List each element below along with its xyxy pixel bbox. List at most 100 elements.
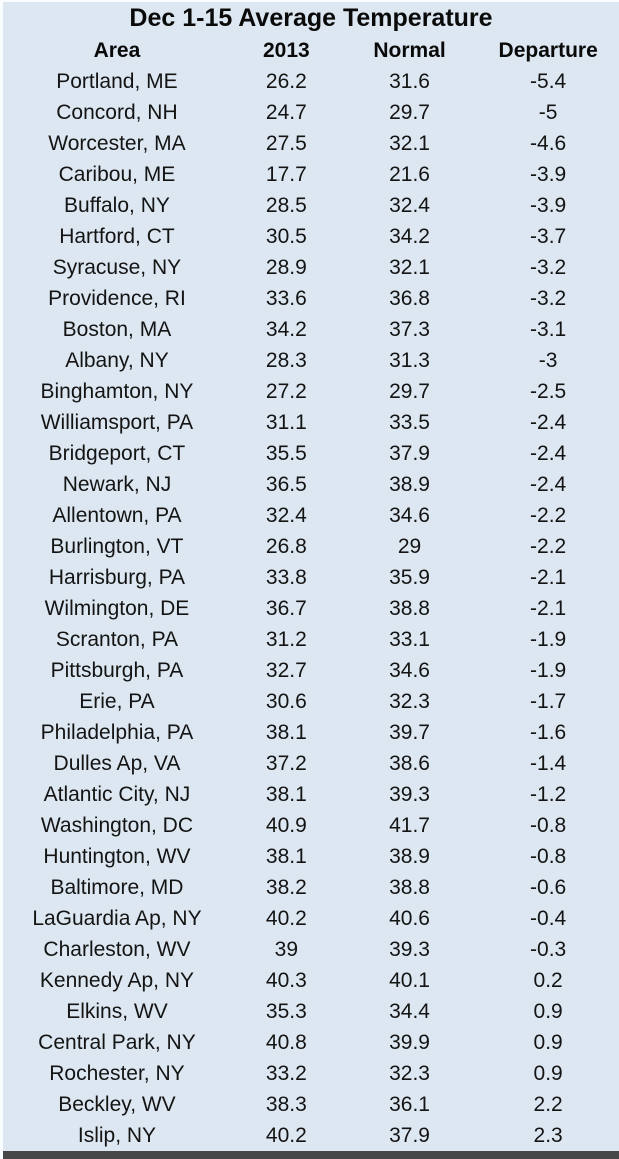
area-cell: Albany, NY bbox=[65, 348, 169, 372]
table-row: Philadelphia, PA 38.1 39.7 -1.6 bbox=[3, 717, 619, 748]
normal-cell: 38.6 bbox=[389, 751, 430, 775]
table-row: Burlington, VT 26.8 29 -2.2 bbox=[3, 531, 619, 562]
table-row: Hartford, CT 30.5 34.2 -3.7 bbox=[3, 221, 619, 252]
departure-cell: -2.2 bbox=[530, 534, 567, 558]
area-cell: Beckley, WV bbox=[58, 1092, 176, 1116]
area-cell: Elkins, WV bbox=[66, 999, 168, 1023]
departure-cell: -5 bbox=[538, 100, 558, 124]
table-row: Portland, ME 26.2 31.6 -5.4 bbox=[3, 66, 619, 97]
table-row: Albany, NY 28.3 31.3 -3 bbox=[3, 345, 619, 376]
table-row: Washington, DC 40.9 41.7 -0.8 bbox=[3, 810, 619, 841]
area-cell: Central Park, NY bbox=[38, 1030, 196, 1054]
normal-cell: 34.4 bbox=[389, 999, 430, 1023]
departure-cell: 0.9 bbox=[533, 999, 563, 1023]
temperature-data-table: Area 2013 Normal Departure Portland, ME 2… bbox=[3, 35, 619, 1151]
area-cell: Kennedy Ap, NY bbox=[39, 968, 194, 992]
departure-cell: -1.9 bbox=[530, 658, 567, 682]
value-2013-cell: 38.1 bbox=[265, 782, 307, 806]
normal-cell: 34.6 bbox=[389, 658, 430, 682]
departure-cell: -4.6 bbox=[530, 131, 567, 155]
normal-cell: 31.3 bbox=[389, 348, 430, 372]
departure-cell: -2.4 bbox=[530, 472, 567, 496]
value-2013-cell: 27.2 bbox=[265, 379, 307, 403]
departure-cell: -3 bbox=[538, 348, 558, 372]
departure-cell: -3.9 bbox=[530, 193, 567, 217]
normal-cell: 33.1 bbox=[389, 627, 430, 651]
table-row: Erie, PA 30.6 32.3 -1.7 bbox=[3, 686, 619, 717]
area-cell: LaGuardia Ap, NY bbox=[32, 906, 202, 930]
value-2013-cell: 32.7 bbox=[265, 658, 307, 682]
normal-cell: 21.6 bbox=[389, 162, 430, 186]
value-2013-cell: 33.6 bbox=[265, 286, 307, 310]
table-row: Huntington, WV 38.1 38.9 -0.8 bbox=[3, 841, 619, 872]
area-cell: Williamsport, PA bbox=[40, 410, 194, 434]
departure-cell: -0.4 bbox=[530, 906, 567, 930]
value-2013-cell: 37.2 bbox=[265, 751, 307, 775]
area-cell: Allentown, PA bbox=[52, 503, 182, 527]
value-2013-cell: 38.1 bbox=[265, 720, 307, 744]
departure-cell: -3.9 bbox=[530, 162, 567, 186]
departure-cell: -3.1 bbox=[530, 317, 567, 341]
normal-cell: 34.2 bbox=[389, 224, 430, 248]
normal-cell: 29.7 bbox=[389, 379, 430, 403]
table-row: Harrisburg, PA 33.8 35.9 -2.1 bbox=[3, 562, 619, 593]
table-row: Newark, NJ 36.5 38.9 -2.4 bbox=[3, 469, 619, 500]
departure-cell: -0.3 bbox=[530, 937, 567, 961]
table-row: Bridgeport, CT 35.5 37.9 -2.4 bbox=[3, 438, 619, 469]
area-cell: Dulles Ap, VA bbox=[53, 751, 181, 775]
table-row: Rochester, NY 33.2 32.3 0.9 bbox=[3, 1058, 619, 1089]
departure-cell: -3.7 bbox=[530, 224, 567, 248]
value-2013-cell: 28.9 bbox=[265, 255, 307, 279]
column-header-area: Area bbox=[93, 38, 141, 62]
departure-cell: -1.6 bbox=[530, 720, 567, 744]
departure-cell: 0.9 bbox=[533, 1061, 563, 1085]
table-row: Worcester, MA 27.5 32.1 -4.6 bbox=[3, 128, 619, 159]
area-cell: Harrisburg, PA bbox=[48, 565, 186, 589]
normal-cell: 39.9 bbox=[389, 1030, 430, 1054]
value-2013-cell: 40.3 bbox=[265, 968, 307, 992]
area-cell: Caribou, ME bbox=[58, 162, 176, 186]
departure-cell: -2.4 bbox=[530, 441, 567, 465]
table-row: Caribou, ME 17.7 21.6 -3.9 bbox=[3, 159, 619, 190]
value-2013-cell: 26.2 bbox=[265, 69, 307, 93]
value-2013-cell: 40.8 bbox=[265, 1030, 307, 1054]
normal-cell: 35.9 bbox=[389, 565, 430, 589]
normal-cell: 29.7 bbox=[389, 100, 430, 124]
area-cell: Philadelphia, PA bbox=[40, 720, 194, 744]
value-2013-cell: 31.1 bbox=[265, 410, 307, 434]
normal-cell: 36.1 bbox=[389, 1092, 430, 1116]
departure-cell: -2.1 bbox=[530, 565, 567, 589]
table-row: Wilmington, DE 36.7 38.8 -2.1 bbox=[3, 593, 619, 624]
normal-cell: 37.3 bbox=[389, 317, 430, 341]
normal-cell: 37.9 bbox=[389, 1123, 430, 1147]
normal-cell: 38.9 bbox=[389, 844, 430, 868]
area-cell: Charleston, WV bbox=[43, 937, 191, 961]
departure-cell: 2.2 bbox=[533, 1092, 563, 1116]
area-cell: Binghamton, NY bbox=[40, 379, 194, 403]
table-row: Pittsburgh, PA 32.7 34.6 -1.9 bbox=[3, 655, 619, 686]
table-row: Central Park, NY 40.8 39.9 0.9 bbox=[3, 1027, 619, 1058]
departure-cell: -2.4 bbox=[530, 410, 567, 434]
table-row: Atlantic City, NJ 38.1 39.3 -1.2 bbox=[3, 779, 619, 810]
table-header-row: Area 2013 Normal Departure bbox=[3, 35, 619, 66]
area-cell: Providence, RI bbox=[48, 286, 186, 310]
normal-cell: 33.5 bbox=[389, 410, 430, 434]
area-cell: Erie, PA bbox=[79, 689, 155, 713]
departure-cell: -0.6 bbox=[530, 875, 567, 899]
value-2013-cell: 35.3 bbox=[265, 999, 307, 1023]
normal-cell: 32.3 bbox=[389, 1061, 430, 1085]
departure-cell: -1.4 bbox=[530, 751, 567, 775]
value-2013-cell: 35.5 bbox=[265, 441, 307, 465]
column-header-2013: 2013 bbox=[262, 38, 310, 62]
area-cell: Concord, NH bbox=[56, 100, 178, 124]
normal-cell: 39.3 bbox=[389, 937, 430, 961]
table-row: Baltimore, MD 38.2 38.8 -0.6 bbox=[3, 872, 619, 903]
departure-cell: 0.2 bbox=[533, 968, 563, 992]
table-row: Scranton, PA 31.2 33.1 -1.9 bbox=[3, 624, 619, 655]
departure-cell: -2.1 bbox=[530, 596, 567, 620]
normal-cell: 36.8 bbox=[389, 286, 430, 310]
value-2013-cell: 24.7 bbox=[265, 100, 307, 124]
value-2013-cell: 40.2 bbox=[265, 906, 307, 930]
value-2013-cell: 33.2 bbox=[265, 1061, 307, 1085]
